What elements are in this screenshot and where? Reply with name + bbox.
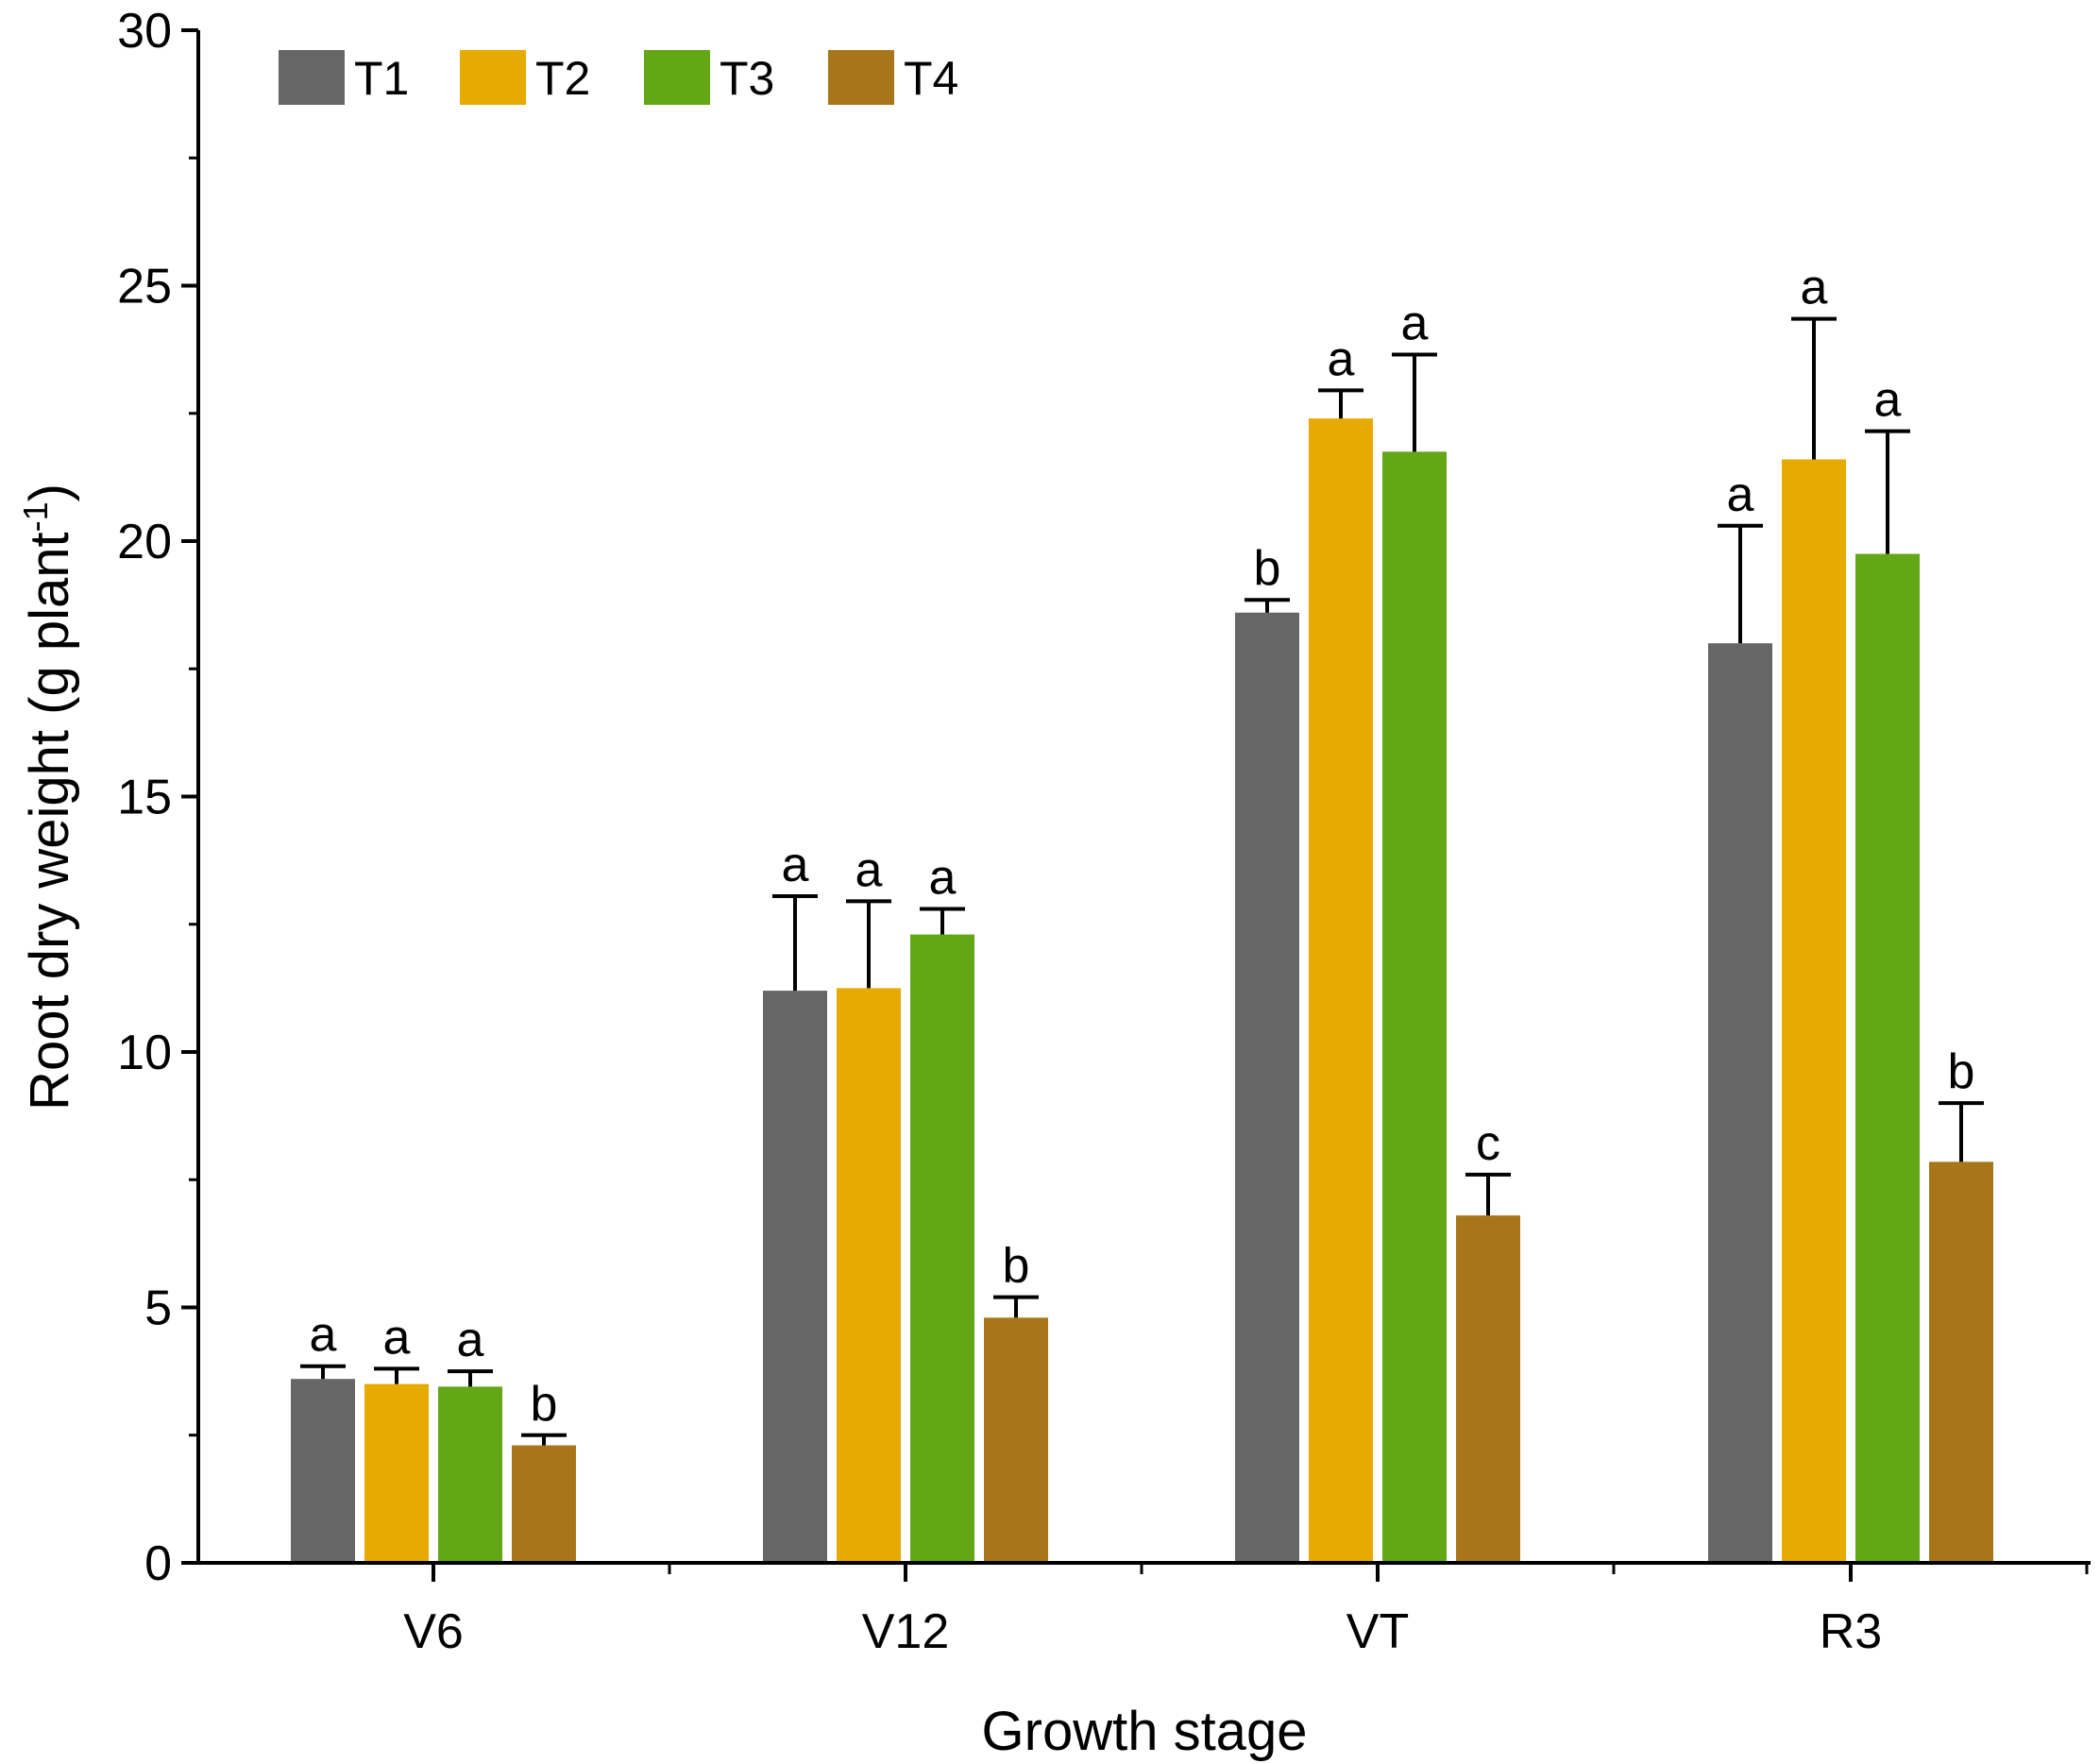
significance-letter: a bbox=[1801, 261, 1828, 315]
bar bbox=[910, 934, 974, 1563]
y-tick-label: 5 bbox=[144, 1281, 172, 1336]
significance-letter: a bbox=[1328, 331, 1355, 386]
significance-letter: a bbox=[1727, 467, 1754, 522]
bar bbox=[512, 1445, 576, 1563]
legend-label: T3 bbox=[720, 52, 774, 105]
y-axis-label-tail: ) bbox=[19, 483, 80, 501]
bars-layer bbox=[291, 418, 1993, 1564]
significance-letter: a bbox=[855, 842, 883, 897]
x-tick-label: VT bbox=[1346, 1604, 1409, 1659]
legend-swatch bbox=[460, 50, 526, 105]
y-tick-label: 30 bbox=[117, 4, 172, 59]
bar bbox=[364, 1383, 429, 1563]
significance-letter: a bbox=[929, 851, 957, 906]
legend-label: T1 bbox=[354, 52, 409, 105]
significance-letter: b bbox=[1254, 541, 1281, 596]
legend-label: T2 bbox=[535, 52, 590, 105]
bar bbox=[1929, 1162, 1993, 1563]
significance-letter: a bbox=[457, 1313, 484, 1367]
significance-letter: b bbox=[1003, 1239, 1030, 1294]
x-tick-label: R3 bbox=[1820, 1604, 1882, 1659]
significance-letter: a bbox=[310, 1308, 337, 1363]
x-axis-ticks: V6 V12 VT R3 bbox=[403, 1563, 2089, 1659]
x-axis-label: Growth stage bbox=[982, 1701, 1308, 1762]
y-axis-label-superscript: -1 bbox=[16, 501, 55, 532]
bar bbox=[438, 1386, 502, 1563]
significance-letter: a bbox=[1401, 297, 1429, 351]
x-tick-label: V12 bbox=[862, 1604, 950, 1659]
legend-label: T4 bbox=[904, 52, 958, 105]
bar bbox=[837, 988, 901, 1563]
y-tick-label: 10 bbox=[117, 1026, 172, 1080]
legend: T1 T2 T3 T4 bbox=[279, 50, 958, 105]
y-tick-label: 25 bbox=[117, 260, 172, 314]
significance-letter: b bbox=[1948, 1044, 1975, 1099]
y-tick-label: 20 bbox=[117, 515, 172, 569]
legend-swatch bbox=[828, 50, 894, 105]
bar bbox=[1456, 1215, 1520, 1563]
bar bbox=[1855, 553, 1920, 1563]
significance-letter: c bbox=[1476, 1116, 1500, 1171]
bar bbox=[1382, 451, 1447, 1564]
bar bbox=[1708, 643, 1772, 1563]
y-tick-label: 15 bbox=[117, 771, 172, 825]
significance-letter: a bbox=[383, 1310, 411, 1365]
y-axis-label-main: Root dry weight (g plant bbox=[19, 532, 80, 1111]
y-tick-label: 0 bbox=[144, 1536, 172, 1591]
bar bbox=[984, 1317, 1048, 1563]
bar bbox=[1309, 418, 1373, 1563]
significance-letter: b bbox=[531, 1377, 558, 1432]
bar bbox=[1782, 459, 1846, 1564]
significance-letter: a bbox=[782, 838, 809, 892]
significance-letter: a bbox=[1874, 373, 1902, 428]
x-tick-label: V6 bbox=[403, 1604, 464, 1659]
error-bars-layer bbox=[300, 316, 1984, 1446]
bar bbox=[291, 1379, 355, 1563]
legend-swatch bbox=[279, 50, 345, 105]
y-axis-ticks: 0 5 10 15 20 25 30 bbox=[117, 4, 198, 1591]
legend-swatch bbox=[644, 50, 710, 105]
bar bbox=[763, 991, 827, 1563]
bar bbox=[1235, 612, 1299, 1563]
y-axis-label: Root dry weight (g plant-1) bbox=[16, 483, 80, 1111]
